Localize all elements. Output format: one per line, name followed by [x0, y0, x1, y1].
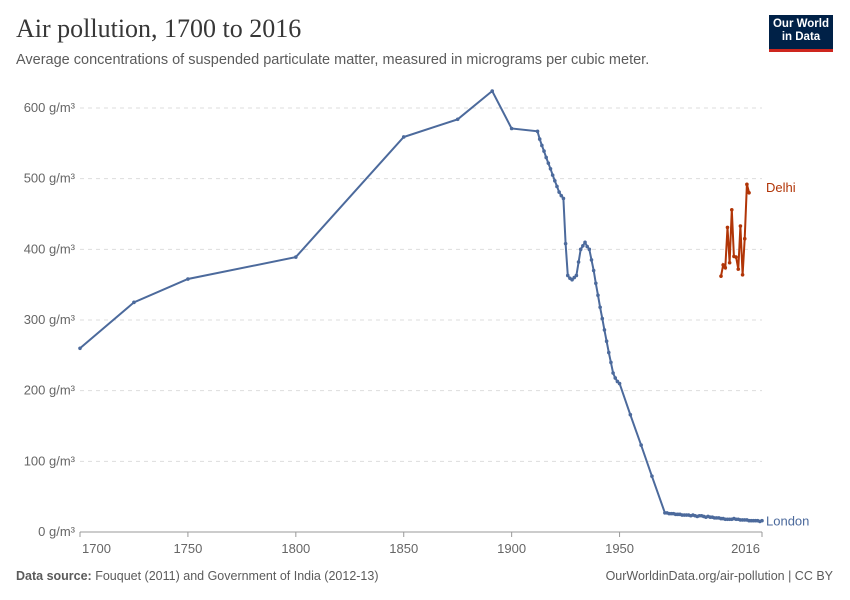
owid-logo[interactable]: Our World in Data — [769, 15, 833, 52]
chart-title: Air pollution, 1700 to 2016 — [16, 14, 302, 43]
logo-line-2: in Data — [781, 31, 821, 43]
data-source: Data source: Fouquet (2011) and Governme… — [16, 569, 379, 583]
data-point-london — [294, 255, 298, 259]
data-point-london — [628, 412, 633, 417]
data-point-delhi — [745, 182, 749, 187]
data-point-london — [561, 196, 566, 201]
data-point-london — [760, 518, 764, 523]
x-tick-label: 1900 — [497, 541, 526, 556]
data-point-delhi — [738, 224, 743, 228]
y-tick-label: 600 g/m³ — [24, 100, 76, 115]
data-point-london — [576, 260, 581, 264]
data-point-delhi — [723, 265, 728, 270]
y-tick-label: 300 g/m³ — [24, 312, 76, 327]
data-point-london — [565, 273, 570, 278]
data-point-delhi — [747, 191, 751, 195]
data-point-london — [639, 443, 643, 447]
series-label-delhi: Delhi — [766, 180, 796, 195]
chart-subtitle: Average concentrations of suspended part… — [16, 52, 650, 68]
x-tick-label: 1850 — [389, 541, 418, 556]
data-point-delhi — [740, 272, 745, 277]
data-point-london — [585, 244, 589, 249]
data-point-delhi — [729, 207, 734, 212]
data-point-london — [602, 328, 607, 332]
data-point-delhi — [725, 225, 730, 230]
y-tick-label: 500 g/m³ — [24, 171, 76, 186]
data-point-london — [78, 346, 82, 351]
data-point-london — [544, 155, 548, 160]
x-tick-label: 1950 — [605, 541, 634, 556]
data-point-london — [578, 247, 583, 252]
data-point-london — [574, 273, 579, 278]
data-point-london — [600, 316, 605, 321]
data-point-london — [604, 339, 609, 344]
data-point-london — [553, 178, 557, 183]
data-point-delhi — [721, 263, 725, 267]
data-point-delhi — [719, 274, 723, 278]
logo-line-1: Our World — [772, 18, 829, 30]
data-point-london — [596, 293, 600, 298]
y-tick-label: 0 g/m³ — [38, 524, 76, 539]
series-label-london: London — [766, 514, 809, 529]
data-point-delhi — [742, 236, 747, 241]
data-point-london — [617, 381, 622, 386]
x-tick-label: 1800 — [281, 541, 310, 556]
data-point-london — [613, 376, 618, 380]
data-point-london — [550, 173, 555, 177]
data-point-london — [542, 149, 546, 153]
data-point-delhi — [727, 260, 732, 265]
data-point-london — [581, 244, 585, 248]
data-point-london — [557, 190, 561, 194]
data-point-london — [132, 300, 136, 305]
data-point-london — [587, 247, 592, 252]
x-tick-label: 2016 — [731, 541, 760, 556]
data-point-london — [591, 268, 596, 273]
data-point-london — [555, 184, 559, 189]
source-label: Data source: — [16, 569, 92, 583]
data-point-delhi — [736, 267, 741, 271]
x-tick-label: 1700 — [82, 541, 111, 556]
data-point-london — [650, 474, 654, 478]
data-point-london — [509, 126, 514, 131]
line-chart: 0 g/m³ 100 g/m³ 200 g/m³ 300 g/m³ 400 g/m³ 50… — [24, 89, 809, 556]
data-point-london — [609, 360, 613, 365]
data-point-london — [490, 89, 495, 93]
data-point-london — [535, 129, 540, 134]
source-text: Fouquet (2011) and Government of India (… — [95, 569, 379, 583]
source-url[interactable]: OurWorldinData.org/air-pollution | CC BY — [605, 569, 833, 583]
y-tick-label: 400 g/m³ — [24, 241, 76, 256]
data-point-london — [611, 371, 615, 375]
x-tick-label: 1750 — [173, 541, 202, 556]
data-point-london — [594, 281, 598, 286]
data-point-london — [589, 258, 594, 262]
data-point-london — [401, 135, 406, 139]
data-point-london — [598, 305, 602, 310]
data-point-london — [559, 193, 564, 198]
series-line-london — [79, 89, 763, 523]
series-line-delhi — [720, 184, 751, 277]
data-point-london — [186, 277, 190, 281]
data-point-london — [606, 350, 611, 355]
data-point-london — [546, 161, 551, 165]
data-point-london — [455, 117, 460, 122]
y-tick-label: 200 g/m³ — [24, 383, 76, 398]
data-point-london — [583, 240, 587, 245]
data-point-london — [548, 166, 553, 171]
data-point-delhi — [734, 255, 738, 259]
y-tick-label: 100 g/m³ — [24, 453, 76, 468]
data-point-london — [540, 143, 544, 148]
data-point-london — [563, 241, 568, 246]
data-point-london — [537, 137, 542, 141]
